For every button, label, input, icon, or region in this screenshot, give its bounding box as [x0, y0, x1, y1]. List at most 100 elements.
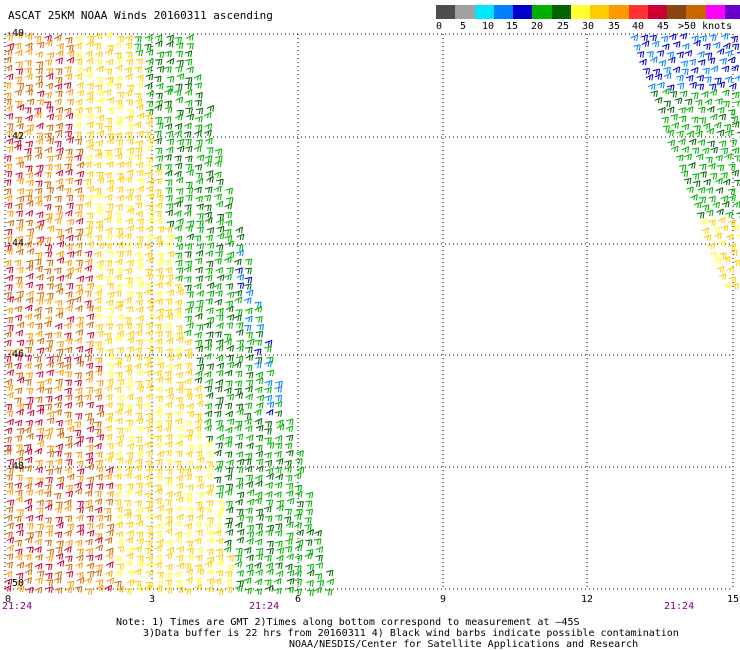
wind-barb — [26, 228, 35, 235]
wind-barb — [717, 216, 726, 224]
wind-barb — [84, 393, 92, 401]
wind-barb — [15, 456, 24, 463]
wind-barb — [155, 217, 163, 225]
wind-barb — [236, 249, 244, 257]
wind-barb — [105, 260, 113, 267]
wind-barb — [236, 508, 244, 516]
wind-barb — [104, 68, 113, 76]
wind-barb — [25, 48, 33, 55]
wind-barb — [703, 234, 712, 241]
wind-barb — [254, 386, 263, 393]
wind-barb — [214, 385, 223, 393]
legend-label: 15 — [506, 21, 519, 32]
wind-barb — [46, 548, 55, 556]
wind-barb — [695, 130, 703, 138]
wind-barb — [35, 81, 43, 89]
wind-barb — [671, 122, 680, 129]
wind-barb — [716, 48, 725, 55]
wind-barb — [64, 163, 72, 170]
wind-barb — [206, 484, 215, 491]
wind-barb — [145, 412, 154, 419]
wind-barb — [16, 376, 25, 384]
wind-barb — [196, 492, 204, 499]
wind-barb — [688, 138, 697, 145]
wind-barb — [144, 547, 152, 554]
wind-barb — [224, 387, 232, 394]
wind-barb — [25, 477, 33, 484]
wind-barb — [15, 372, 24, 379]
wind-barb — [204, 123, 213, 130]
wind-barb — [184, 83, 192, 90]
wind-barb — [93, 305, 102, 313]
wind-barb — [166, 58, 175, 65]
wind-barb — [26, 339, 34, 346]
wind-barb — [155, 281, 164, 289]
wind-barb — [94, 32, 103, 40]
wind-barb — [236, 233, 245, 241]
wind-barb — [54, 450, 62, 457]
wind-barb — [76, 571, 84, 579]
wind-barb — [164, 169, 173, 177]
wind-barb — [115, 186, 124, 193]
wind-barb — [126, 530, 135, 537]
wind-barb — [135, 417, 144, 425]
wind-barb — [657, 81, 665, 89]
wind-barb — [155, 240, 164, 247]
wind-barb — [86, 113, 94, 120]
wind-barb — [725, 233, 734, 241]
wind-barb — [154, 435, 162, 442]
wind-barb — [155, 155, 164, 162]
wind-barb — [727, 219, 736, 227]
wind-barb — [194, 418, 203, 426]
wind-barb — [266, 369, 275, 377]
wind-barb — [186, 34, 194, 41]
wind-barb — [44, 216, 52, 224]
wind-barb — [194, 313, 203, 320]
wind-barb — [125, 51, 133, 59]
wind-barb — [284, 460, 292, 467]
wind-barb — [15, 68, 23, 75]
wind-barb — [104, 473, 112, 480]
wind-barb — [246, 442, 254, 449]
wind-barb — [45, 555, 54, 562]
wind-barb — [85, 538, 93, 546]
wind-barb — [66, 251, 75, 258]
wind-barb — [45, 339, 54, 347]
wind-barb — [275, 514, 283, 521]
wind-barb — [44, 503, 53, 511]
wind-barb — [174, 531, 183, 538]
wind-barb — [144, 426, 152, 433]
wind-barb — [195, 305, 203, 313]
wind-barb — [176, 546, 185, 553]
wind-barb — [205, 392, 214, 399]
wind-barb — [146, 513, 154, 521]
wind-barb — [154, 338, 163, 345]
wind-barb — [44, 345, 52, 353]
wind-barb — [196, 324, 204, 331]
wind-barb — [93, 161, 102, 169]
wind-barb — [124, 131, 133, 138]
wind-barb — [145, 268, 153, 275]
wind-barb — [196, 203, 204, 210]
wind-barb — [136, 112, 145, 120]
wind-barb — [95, 330, 104, 338]
wind-barb — [34, 447, 43, 455]
wind-barb — [86, 436, 94, 444]
wind-barb — [246, 569, 254, 577]
wind-barb — [106, 203, 114, 210]
legend-swatch — [493, 5, 513, 19]
wind-barb — [125, 376, 133, 384]
wind-barb — [56, 476, 65, 483]
wind-barb — [124, 176, 133, 183]
wind-barb — [124, 267, 132, 275]
wind-barb — [115, 371, 123, 379]
wind-barb — [35, 371, 44, 378]
wind-barb — [686, 130, 695, 138]
wind-barb — [114, 451, 122, 458]
wind-barb — [76, 170, 85, 178]
legend-swatch — [667, 5, 687, 19]
wind-barb — [715, 154, 723, 162]
wind-barb — [44, 146, 53, 153]
wind-barb — [75, 514, 84, 522]
